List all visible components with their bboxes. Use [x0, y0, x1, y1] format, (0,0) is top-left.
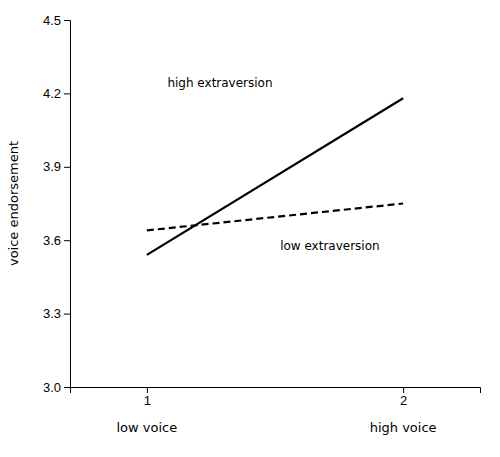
- y-tick: 3.3: [43, 306, 70, 321]
- y-tick-label: 4.5: [43, 13, 61, 28]
- y-tick-label: 3.3: [43, 306, 61, 321]
- chart: 12low voicehigh voice3.03.33.63.94.24.5v…: [0, 0, 500, 457]
- y-axis-line: [64, 21, 71, 388]
- line: [147, 98, 403, 255]
- y-tick-mark: [64, 387, 70, 388]
- y-tick: 3.9: [43, 159, 70, 174]
- y-tick-mark: [64, 314, 70, 315]
- x-tick-label: 2: [400, 393, 407, 408]
- annotations: high extraversion low extraversion: [167, 76, 379, 253]
- x-tick-mark: [147, 387, 148, 393]
- x-axis-line: [71, 388, 481, 394]
- y-tick-label: 4.2: [43, 86, 61, 101]
- y-axis-title: voice endorsement: [6, 141, 21, 266]
- x-sublabel: high voice: [370, 420, 437, 435]
- y-tick: 4.2: [43, 86, 70, 101]
- y-tick: 3.6: [43, 233, 70, 248]
- y-tick-label: 3.0: [43, 380, 61, 395]
- y-tick-mark: [64, 93, 70, 94]
- x-tick: 1: [144, 387, 151, 408]
- x-axis: 12: [71, 387, 481, 408]
- lines: [147, 98, 403, 255]
- x-tick-label: 1: [144, 393, 151, 408]
- line: [147, 204, 403, 231]
- x-tick-mark: [403, 387, 404, 393]
- y-tick-label: 3.6: [43, 233, 61, 248]
- y-tick-mark: [64, 167, 70, 168]
- y-tick-mark: [64, 20, 70, 21]
- x-sublabel: low voice: [117, 420, 178, 435]
- y-tick-label: 3.9: [43, 159, 61, 174]
- y-tick: 4.5: [43, 13, 70, 28]
- plot: 12low voicehigh voice3.03.33.63.94.24.5v…: [6, 13, 481, 435]
- line-label: high extraversion: [167, 76, 272, 90]
- y-axis: 3.0 3.3 3.6 3.9 4.2 4.5: [43, 13, 71, 395]
- y-tick: 3.0: [43, 380, 70, 395]
- x-sublabels: low voice high voice: [117, 420, 437, 435]
- x-tick: 2: [400, 387, 407, 408]
- line-label: low extraversion: [280, 239, 380, 253]
- y-tick-mark: [64, 240, 70, 241]
